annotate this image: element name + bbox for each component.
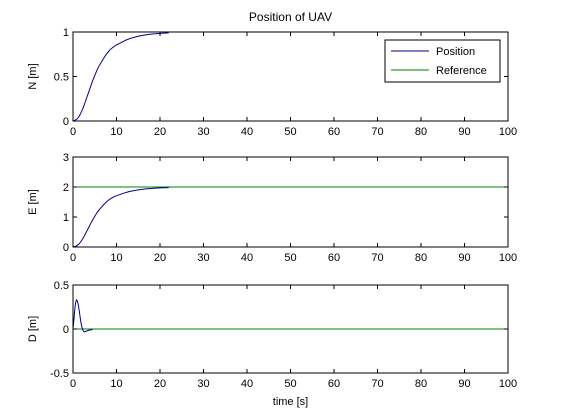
y-tick-label: -0.5 xyxy=(50,368,69,380)
x-tick-label: 0 xyxy=(70,126,76,138)
x-tick-label: 60 xyxy=(328,378,340,390)
x-tick-label: 50 xyxy=(284,252,296,264)
legend-box xyxy=(384,39,501,83)
x-tick-label: 10 xyxy=(110,252,122,264)
y-tick-label: 0.5 xyxy=(54,72,69,84)
series-group xyxy=(73,186,508,247)
subplot-3: 0 10 20 30 40 50 60 70 80 90 100-0.500.5D [m]time … xyxy=(27,280,517,408)
x-tick-label: 80 xyxy=(415,378,427,390)
x-tick-label: 40 xyxy=(241,252,253,264)
x-tick-label: 70 xyxy=(371,252,383,264)
y-tick-label: 0 xyxy=(63,324,69,336)
y-tick-label: 1 xyxy=(63,212,69,224)
x-tick-label: 90 xyxy=(458,126,470,138)
y-tick-label: 0 xyxy=(63,242,69,254)
x-tick-label: 80 xyxy=(415,252,427,264)
x-tick-label: 70 xyxy=(371,378,383,390)
y-axis-label: D [m] xyxy=(27,316,39,342)
x-tick-label: 100 xyxy=(499,252,517,264)
x-axis-label: time [s] xyxy=(273,396,308,408)
x-tick-label: 40 xyxy=(241,378,253,390)
legend: Position Reference xyxy=(384,39,501,83)
x-tick-label: 30 xyxy=(197,378,209,390)
x-tick-label: 50 xyxy=(284,126,296,138)
legend-label-reference: Reference xyxy=(436,65,487,77)
y-tick-label: 3 xyxy=(63,152,69,164)
legend-label-position: Position xyxy=(436,46,475,58)
plot-area xyxy=(73,157,508,247)
x-tick-label: 30 xyxy=(197,126,209,138)
x-tick-label: 20 xyxy=(154,378,166,390)
x-tick-label: 90 xyxy=(458,252,470,264)
x-tick-label: 40 xyxy=(241,126,253,138)
x-tick-label: 10 xyxy=(110,378,122,390)
series-group xyxy=(73,299,508,333)
x-tick-label: 30 xyxy=(197,252,209,264)
y-tick-label: 2 xyxy=(63,182,69,194)
y-axis-label: N [m] xyxy=(27,63,39,89)
x-tick-label: 10 xyxy=(110,126,122,138)
x-tick-label: 70 xyxy=(371,126,383,138)
x-tick-label: 60 xyxy=(328,252,340,264)
x-tick-label: 80 xyxy=(415,126,427,138)
x-tick-label: 100 xyxy=(499,378,517,390)
x-tick-label: 90 xyxy=(458,378,470,390)
x-tick-label: 20 xyxy=(154,252,166,264)
y-tick-label: 1 xyxy=(63,27,69,39)
position-line-1 xyxy=(73,32,169,121)
subplot-1: 0 10 20 30 40 50 60 70 80 90 100 0 0.5 1 N [m] Position… xyxy=(27,10,517,138)
series-group xyxy=(73,32,508,121)
y-tick-label: 0 xyxy=(63,116,69,128)
x-tick-label: 100 xyxy=(499,126,517,138)
subplot-2: 0 10 20 30 40 50 60 70 80 90 100 0 1 2 3 E [m] xyxy=(27,152,517,264)
x-tick-label: 60 xyxy=(328,126,340,138)
position-line-3 xyxy=(73,299,93,333)
y-axis-label: E [m] xyxy=(27,189,39,215)
x-tick-label: 20 xyxy=(154,126,166,138)
position-line-2 xyxy=(73,187,169,247)
x-tick-label: 0 xyxy=(70,378,76,390)
x-tick-label: 50 xyxy=(284,378,296,390)
x-tick-label: 0 xyxy=(70,252,76,264)
chart-title: Position of UAV xyxy=(249,10,332,24)
y-tick-label: 0.5 xyxy=(54,280,69,292)
